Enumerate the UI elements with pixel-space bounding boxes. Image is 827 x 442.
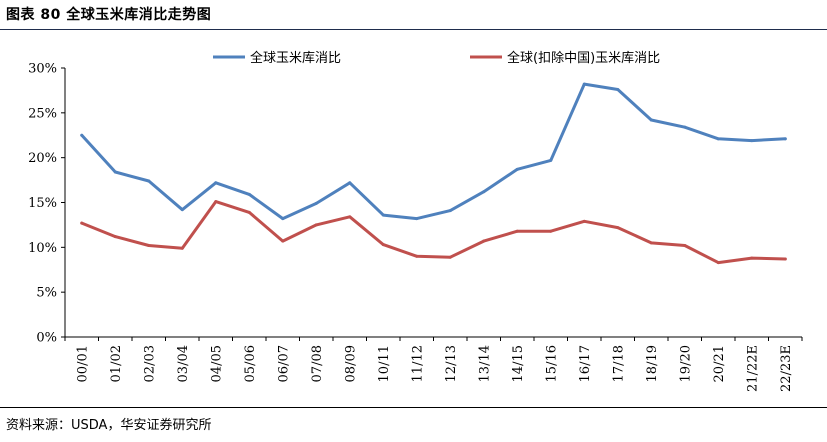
x-tick-label: 22/23E bbox=[779, 345, 794, 392]
data-point bbox=[549, 229, 553, 233]
x-tick-label: 04/05 bbox=[209, 345, 224, 382]
x-tick-label: 14/15 bbox=[511, 345, 526, 382]
data-point bbox=[415, 217, 419, 221]
data-point bbox=[716, 137, 720, 141]
data-point bbox=[649, 241, 653, 245]
x-tick-label: 20/21 bbox=[712, 345, 727, 382]
x-tick-label: 08/09 bbox=[343, 345, 358, 382]
x-tick-label: 15/16 bbox=[544, 345, 559, 382]
data-point bbox=[180, 208, 184, 212]
series-lines bbox=[80, 82, 787, 265]
title-rule bbox=[0, 29, 827, 30]
x-tick-label: 05/06 bbox=[243, 345, 258, 382]
data-point bbox=[783, 257, 787, 261]
y-tick-label: 5% bbox=[36, 286, 57, 301]
data-point bbox=[582, 82, 586, 86]
x-tick-label: 06/07 bbox=[276, 345, 291, 382]
data-point bbox=[147, 179, 151, 183]
series-line-2 bbox=[80, 200, 787, 265]
data-point bbox=[515, 229, 519, 233]
data-point bbox=[348, 181, 352, 185]
x-tick-label: 07/08 bbox=[310, 345, 325, 382]
data-point bbox=[415, 254, 419, 258]
y-axis: 0% 5% 10% 15% 20% 25% 30% bbox=[28, 62, 66, 346]
data-point bbox=[616, 88, 620, 92]
data-point bbox=[750, 256, 754, 260]
data-point bbox=[348, 215, 352, 219]
data-point bbox=[147, 244, 151, 248]
x-tick-label: 21/22E bbox=[745, 345, 760, 392]
data-point bbox=[448, 209, 452, 213]
data-point bbox=[314, 201, 318, 205]
x-tick-label: 02/03 bbox=[142, 345, 157, 382]
data-point bbox=[214, 181, 218, 185]
data-point bbox=[80, 221, 84, 225]
figure-title: 图表 80 全球玉米库消比走势图 bbox=[6, 7, 212, 23]
data-point bbox=[214, 200, 218, 204]
data-point bbox=[381, 213, 385, 217]
data-point bbox=[649, 118, 653, 122]
data-point bbox=[247, 210, 251, 214]
legend-label: 全球玉米库消比 bbox=[250, 50, 341, 66]
x-tick-label: 10/11 bbox=[377, 345, 392, 382]
data-point bbox=[448, 255, 452, 259]
data-point bbox=[482, 239, 486, 243]
y-tick-label: 20% bbox=[28, 151, 57, 166]
y-tick-label: 0% bbox=[36, 331, 57, 346]
x-tick-label: 03/04 bbox=[176, 345, 191, 382]
legend-label: 全球(扣除中国)玉米库消比 bbox=[507, 50, 660, 66]
data-point bbox=[616, 226, 620, 230]
data-point bbox=[113, 170, 117, 174]
series-line-1 bbox=[80, 82, 787, 221]
data-point bbox=[482, 190, 486, 194]
data-point bbox=[783, 137, 787, 141]
y-tick-label: 25% bbox=[28, 106, 57, 121]
y-tick-label: 15% bbox=[28, 196, 57, 211]
x-axis: 00/01 01/02 02/03 03/04 04/05 05/06 06/07 07/08… bbox=[64, 336, 803, 392]
data-point bbox=[683, 125, 687, 129]
x-tick-label: 17/18 bbox=[611, 345, 626, 382]
line-chart: 0% 5% 10% 15% 20% 25% 30% 00/01 01/02 02/03 03/04… bbox=[28, 50, 803, 392]
x-tick-label: 11/12 bbox=[410, 345, 425, 382]
data-point bbox=[281, 239, 285, 243]
y-tick-label: 30% bbox=[28, 62, 57, 77]
x-tick-label: 18/19 bbox=[645, 345, 660, 382]
data-point bbox=[716, 261, 720, 265]
x-tick-label: 00/01 bbox=[75, 345, 90, 382]
data-point bbox=[750, 139, 754, 143]
x-tick-label: 13/14 bbox=[477, 345, 492, 382]
y-tick-label: 10% bbox=[28, 241, 57, 256]
source-note: 资料来源：USDA，华安证券研究所 bbox=[6, 418, 212, 433]
data-point bbox=[247, 192, 251, 196]
data-point bbox=[281, 217, 285, 221]
x-tick-label: 16/17 bbox=[578, 345, 593, 382]
footer-rule bbox=[0, 407, 827, 408]
x-tick-label: 12/13 bbox=[444, 345, 459, 382]
x-tick-label: 19/20 bbox=[678, 345, 693, 382]
data-point bbox=[80, 133, 84, 137]
data-point bbox=[381, 243, 385, 247]
data-point bbox=[515, 167, 519, 171]
data-point bbox=[180, 246, 184, 250]
legend: 全球玉米库消比 全球(扣除中国)玉米库消比 bbox=[213, 50, 660, 66]
x-tick-label: 01/02 bbox=[109, 345, 124, 382]
data-point bbox=[549, 158, 553, 162]
data-point bbox=[582, 219, 586, 223]
data-point bbox=[683, 244, 687, 248]
data-point bbox=[314, 223, 318, 227]
data-point bbox=[113, 235, 117, 239]
